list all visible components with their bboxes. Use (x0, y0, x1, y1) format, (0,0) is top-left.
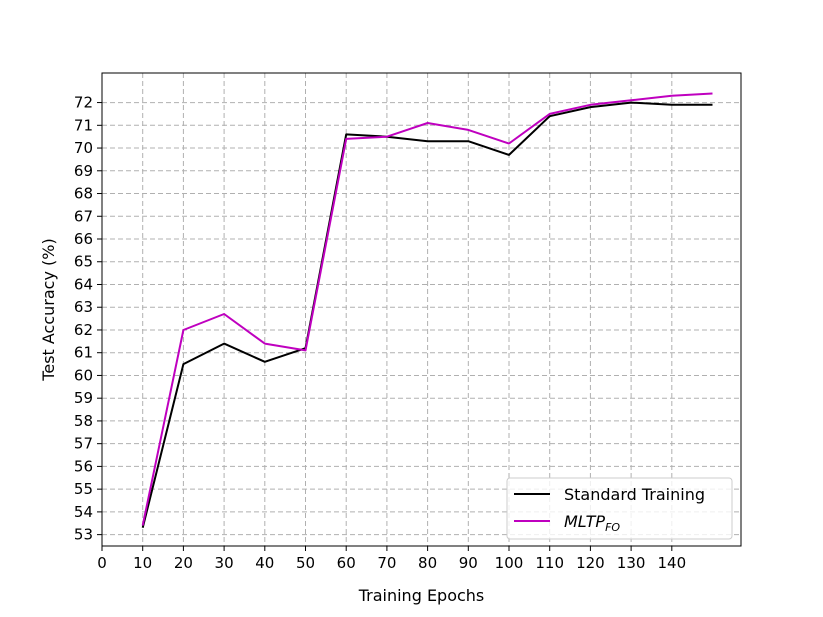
legend-label-mltp-fo: MLTPFO (564, 512, 620, 534)
y-tick-label: 68 (74, 185, 93, 203)
x-tick-label: 130 (617, 554, 646, 572)
legend-label-mltp-fo-subscript: FO (605, 521, 620, 534)
x-tick-label: 40 (255, 554, 274, 572)
legend-label-standard-training: Standard Training (564, 485, 705, 504)
y-axis-ticks: 53 54 55 56 57 58 59 60 61 62 63 64 65 66 67 68 69 70 71 72 (74, 94, 102, 544)
y-axis-label: Test Accuracy (%) (39, 238, 58, 381)
y-tick-label: 61 (74, 344, 93, 362)
series-lines (141, 92, 713, 529)
x-tick-label: 70 (377, 554, 396, 572)
y-tick-label: 71 (74, 116, 93, 134)
y-tick-label: 64 (74, 275, 93, 293)
y-tick-label: 58 (74, 412, 93, 430)
y-tick-label: 62 (74, 321, 93, 339)
plot-area-frame (101, 72, 742, 547)
y-tick-label: 70 (74, 139, 93, 157)
y-tick-label: 53 (74, 526, 93, 544)
x-tick-label: 120 (576, 554, 605, 572)
x-tick-label: 110 (535, 554, 564, 572)
y-tick-label: 63 (74, 298, 93, 316)
y-tick-label: 72 (74, 94, 93, 112)
series-line-standard-training (141, 101, 713, 529)
legend-label-mltp-fo-main: MLTP (564, 512, 605, 531)
y-tick-label: 60 (74, 366, 93, 384)
grid-lines (101, 73, 741, 546)
y-tick-label: 69 (74, 162, 93, 180)
x-tick-label: 30 (215, 554, 234, 572)
x-tick-label: 60 (337, 554, 356, 572)
y-tick-label: 59 (74, 389, 93, 407)
series-line-mltp-fo (141, 92, 713, 526)
x-tick-label: 100 (495, 554, 524, 572)
x-tick-label: 50 (296, 554, 315, 572)
legend: Standard Training MLTPFO (506, 477, 733, 540)
x-axis-ticks: 0 10 20 30 40 50 60 70 80 90 100 110 120 130 140 (97, 546, 686, 572)
x-axis-label: Training Epochs (358, 586, 485, 605)
x-tick-label: 80 (418, 554, 437, 572)
y-tick-label: 55 (74, 480, 93, 498)
x-tick-label: 90 (459, 554, 478, 572)
y-tick-label: 56 (74, 457, 93, 475)
x-tick-label: 140 (657, 554, 686, 572)
y-tick-label: 67 (74, 207, 93, 225)
legend-box (506, 477, 733, 540)
y-tick-label: 66 (74, 230, 93, 248)
x-tick-label: 20 (174, 554, 193, 572)
x-tick-label: 10 (133, 554, 152, 572)
y-tick-label: 54 (74, 503, 93, 521)
x-tick-label: 0 (97, 554, 107, 572)
y-tick-label: 65 (74, 253, 93, 271)
y-tick-label: 57 (74, 435, 93, 453)
